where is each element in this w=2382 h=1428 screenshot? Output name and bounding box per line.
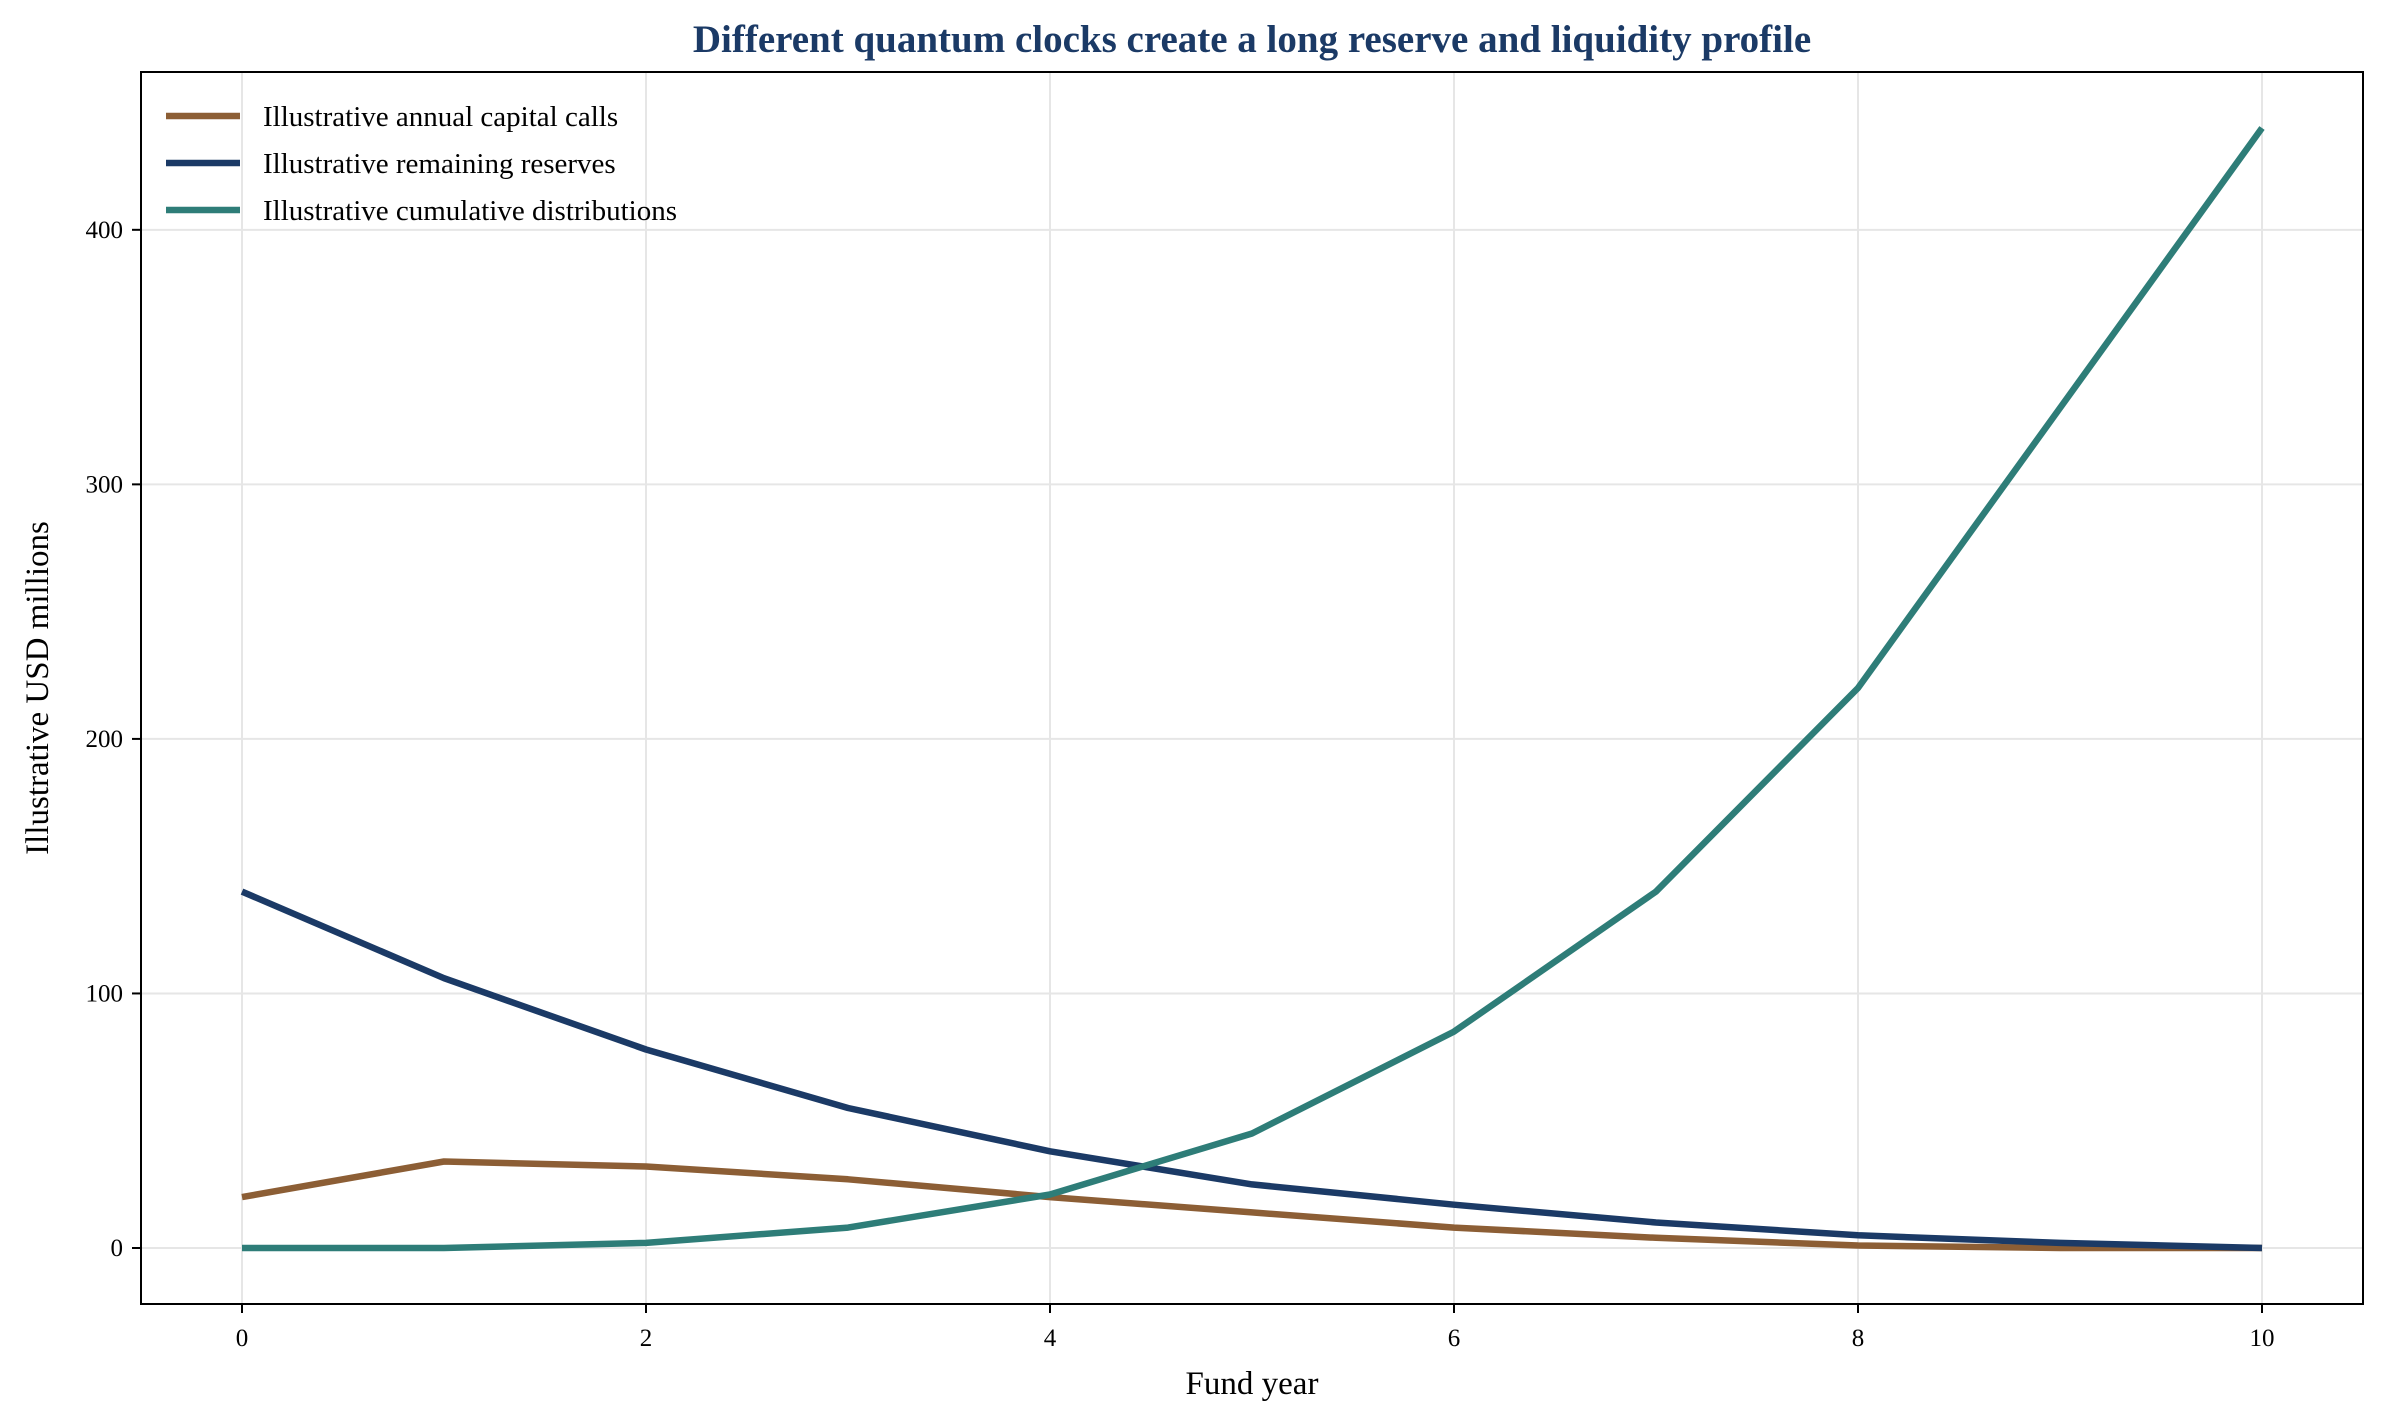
x-tick-label: 6 bbox=[1448, 1325, 1461, 1352]
x-tick-label: 0 bbox=[236, 1325, 249, 1352]
x-tick-label: 4 bbox=[1044, 1325, 1057, 1352]
legend: Illustrative annual capital calls Illustr… bbox=[166, 101, 677, 227]
plot-frame bbox=[140, 71, 2364, 1305]
y-tick-label: 0 bbox=[111, 1235, 124, 1262]
series-line-2 bbox=[240, 888, 2263, 1252]
x-tick-label: 2 bbox=[640, 1325, 653, 1352]
chart-title: Different quantum clocks create a long r… bbox=[693, 18, 1811, 61]
y-tick-label: 400 bbox=[86, 217, 124, 244]
series-lines bbox=[240, 126, 2265, 1252]
x-tick-label: 8 bbox=[1852, 1325, 1865, 1352]
x-tick-label: 10 bbox=[2250, 1325, 2275, 1352]
series-line-3 bbox=[242, 126, 2265, 1252]
legend-label: Illustrative remaining reserves bbox=[263, 148, 616, 180]
legend-label: Illustrative annual capital calls bbox=[263, 101, 618, 133]
y-tick-label: 100 bbox=[86, 980, 124, 1007]
legend-label: Illustrative cumulative distributions bbox=[263, 195, 677, 227]
x-axis-title: Fund year bbox=[1186, 1366, 1319, 1402]
series-line-1 bbox=[241, 1158, 2262, 1252]
y-tick-label: 300 bbox=[86, 471, 124, 498]
y-axis-title: Illustrative USD millions bbox=[20, 521, 56, 855]
y-tick-label: 200 bbox=[86, 726, 124, 753]
